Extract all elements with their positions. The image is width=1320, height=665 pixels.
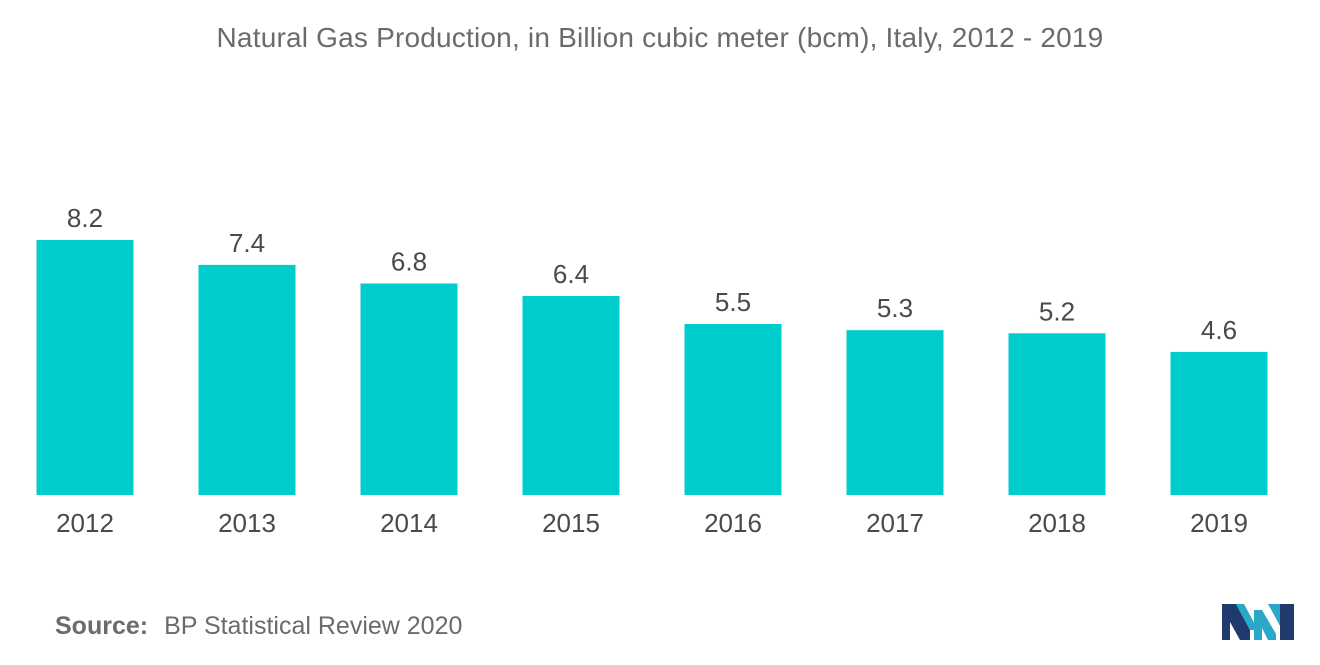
x-tick-label-2014: 2014	[380, 508, 438, 538]
data-label-2018: 5.2	[1039, 296, 1075, 326]
bar-2012	[36, 240, 134, 495]
bar-2013	[198, 264, 296, 495]
data-label-2012: 8.2	[67, 203, 103, 233]
x-tick-label-2019: 2019	[1190, 508, 1248, 538]
chart-title: Natural Gas Production, in Billion cubic…	[216, 22, 1104, 53]
data-label-2014: 6.8	[391, 247, 427, 277]
x-tick-label-2015: 2015	[542, 508, 600, 538]
x-tick-label-2017: 2017	[866, 508, 924, 538]
source-note: Source: BP Statistical Review 2020	[55, 612, 462, 641]
data-label-2019: 4.6	[1201, 315, 1237, 345]
bar-2015	[522, 295, 620, 495]
bar-2019	[1170, 351, 1268, 495]
source-prefix: Source:	[55, 612, 149, 640]
bar-2018	[1008, 333, 1106, 495]
bar-2016	[684, 323, 782, 495]
bar-2014	[360, 283, 458, 495]
x-tick-label-2012: 2012	[56, 508, 114, 538]
x-tick-label-2018: 2018	[1028, 508, 1086, 538]
data-label-2015: 6.4	[553, 259, 589, 289]
data-label-2017: 5.3	[877, 293, 913, 323]
brand-logo-icon	[1222, 604, 1294, 640]
x-tick-label-2016: 2016	[704, 508, 762, 538]
x-tick-label-2013: 2013	[218, 508, 276, 538]
bar-2017	[846, 330, 944, 495]
data-label-2016: 5.5	[715, 287, 751, 317]
source-text: BP Statistical Review 2020	[164, 612, 463, 640]
data-label-2013: 7.4	[229, 228, 265, 258]
